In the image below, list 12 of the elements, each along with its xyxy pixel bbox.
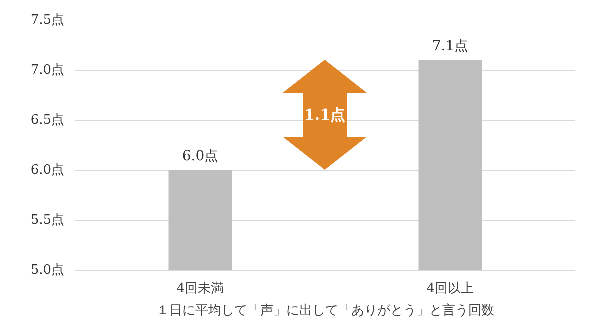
data-label: 7.1点: [432, 38, 469, 54]
x-tick-label: 4回未満: [176, 282, 224, 296]
annotation: 1.1点: [304, 106, 346, 124]
y-tick-label: 7.5点: [30, 13, 65, 28]
x-axis-title: １日に平均して「声」に出して「ありがとう」と言う回数: [156, 302, 494, 318]
y-tick-label: 7.0点: [30, 63, 65, 78]
y-tick-label: 5.5点: [30, 213, 65, 228]
y-tick-label: 6.5点: [30, 113, 65, 128]
y-tick-label: 6.0点: [30, 163, 65, 178]
data-label: 6.0点: [182, 148, 219, 164]
y-tick-label: 5.0点: [30, 263, 65, 278]
x-tick-label: 4回以上: [426, 282, 474, 296]
